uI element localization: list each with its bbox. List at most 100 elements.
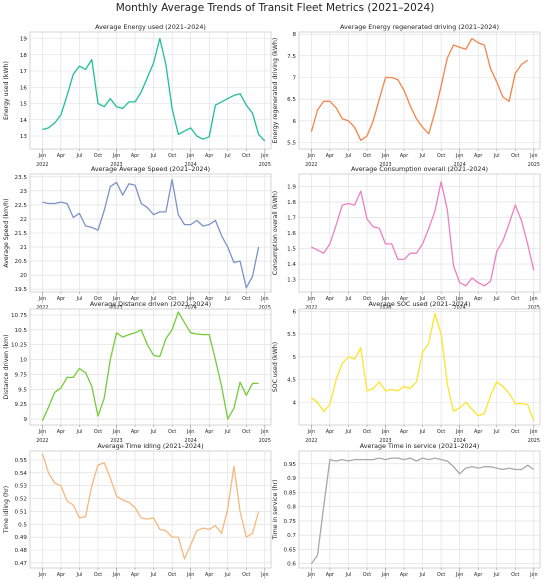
x-tick-label-month: Oct — [94, 429, 102, 435]
x-tick-label-month: Jul — [419, 153, 426, 159]
y-tick-label: 1.7 — [287, 215, 296, 221]
x-tick-label-year: 2025 — [259, 162, 271, 168]
y-tick-label: 23 — [20, 189, 28, 195]
x-tick-label-year: 2022 — [305, 162, 317, 168]
y-tick-label: 18 — [20, 53, 28, 59]
x-tick-label-month: Jul — [224, 153, 231, 159]
x-tick-label-month: Oct — [511, 153, 519, 159]
y-tick-label: 0.47 — [15, 561, 28, 567]
x-tick-label-month: Jul — [224, 429, 231, 435]
x-tick-label-month: Apr — [57, 296, 65, 302]
y-tick-label: 10.75 — [11, 313, 27, 319]
x-tick-label-month: Jan — [455, 296, 463, 302]
y-tick-label: 0.54 — [15, 471, 28, 477]
x-tick-label-month: Jan — [260, 296, 268, 302]
series-line — [41, 311, 259, 422]
y-axis-label: Time idling (hr) — [3, 486, 10, 534]
x-tick-label-year: 2025 — [528, 438, 540, 444]
x-tick-label-month: Oct — [94, 572, 102, 578]
x-tick-label-month: Jul — [419, 296, 426, 302]
x-tick-label-month: Jul — [493, 153, 500, 159]
y-tick-label: 0.55 — [15, 458, 28, 464]
plot-frame — [29, 308, 272, 426]
x-tick-label-month: Jan — [186, 153, 194, 159]
x-tick-label-month: Apr — [57, 153, 65, 159]
x-tick-label-month: Jan — [529, 153, 537, 159]
subplot-title: Average Consumption overall (2021–2024) — [351, 165, 488, 173]
x-tick-label-month: Jul — [493, 572, 500, 578]
y-tick-label: 22 — [20, 217, 27, 223]
x-tick-label-month: Jan — [260, 429, 268, 435]
y-tick-label: 19.5 — [15, 287, 28, 293]
x-tick-label-year: 2022 — [36, 162, 48, 168]
x-tick-label-month: Apr — [131, 429, 139, 435]
x-tick-label-month: Oct — [511, 429, 519, 435]
x-tick-label-month: Jul — [76, 296, 83, 302]
plot-frame — [298, 450, 541, 569]
y-tick-label: 7.5 — [287, 54, 296, 60]
x-tick-label-month: Apr — [205, 429, 213, 435]
x-tick-label-month: Apr — [326, 296, 334, 302]
y-tick-label: 9.75 — [15, 372, 28, 378]
y-tick-label: 1.3 — [287, 278, 296, 284]
x-tick-label-month: Jul — [419, 572, 426, 578]
y-tick-label: 6.5 — [287, 97, 296, 103]
series-line — [310, 457, 535, 565]
plot-frame — [29, 450, 272, 569]
x-tick-label-month: Oct — [511, 572, 519, 578]
y-tick-label: 16 — [20, 85, 28, 91]
x-tick-label-month: Apr — [326, 429, 334, 435]
x-tick-label-month: Apr — [131, 572, 139, 578]
x-tick-label-year: 2025 — [259, 305, 271, 311]
x-tick-label-month: Apr — [57, 429, 65, 435]
x-tick-label-year: 2024 — [185, 438, 197, 444]
x-tick-label-month: Jan — [260, 572, 268, 578]
y-tick-label: 13 — [20, 134, 28, 140]
y-tick-label: 0.7 — [287, 533, 296, 539]
x-tick-label-month: Jan — [529, 429, 537, 435]
y-tick-label: 9.5 — [18, 387, 27, 393]
x-tick-label-month: Jul — [345, 296, 352, 302]
subplot-6: 4 4.5 5 5.5 6 Jan Apr Jul Oct Jan Apr Jul Oct Jan Apr J… — [272, 300, 541, 444]
x-tick-label-month: Apr — [474, 153, 482, 159]
x-tick-label-month: Apr — [400, 429, 408, 435]
x-tick-label-year: 2023 — [379, 162, 391, 168]
x-tick-label-month: Oct — [511, 296, 519, 302]
x-tick-label-month: Apr — [205, 296, 213, 302]
x-tick-label-month: Apr — [326, 572, 334, 578]
y-axis-label: Energy regenerated driving (kWh) — [272, 38, 279, 144]
x-tick-label-month: Apr — [205, 572, 213, 578]
x-tick-label-year: 2023 — [110, 162, 122, 168]
y-tick-label: 0.9 — [287, 476, 296, 482]
x-tick-label-month: Oct — [363, 153, 371, 159]
y-tick-label: 5 — [292, 355, 296, 361]
x-tick-label-month: Jan — [112, 429, 120, 435]
subplot-title: Average Distance driven (2021–2024) — [90, 300, 211, 308]
y-tick-label: 0.8 — [287, 505, 296, 511]
y-tick-label: 0.49 — [15, 535, 28, 541]
y-tick-label: 20 — [20, 273, 28, 279]
x-tick-label-month: Jan — [38, 153, 46, 159]
y-tick-label: 0.65 — [284, 547, 297, 553]
y-axis-label: Consumption overall (kWh) — [272, 191, 279, 275]
x-tick-label-month: Jul — [150, 296, 157, 302]
x-tick-label-month: Apr — [474, 429, 482, 435]
plot-frame — [298, 173, 541, 293]
subplot-3: 19.5 20 20.5 21 21.5 22 22.5 23 23.5 Jan Apr Jul Oct… — [3, 165, 272, 311]
plot-frame — [298, 308, 541, 426]
y-tick-label: 0.6 — [287, 562, 296, 568]
x-tick-label-month: Apr — [400, 296, 408, 302]
x-tick-label-year: 2022 — [36, 305, 48, 311]
x-tick-label-month: Jan — [455, 429, 463, 435]
x-tick-label-year: 2023 — [379, 305, 391, 311]
x-tick-label-month: Jan — [307, 296, 315, 302]
subplot-title: Average SOC used (2021–2024) — [369, 300, 471, 308]
x-tick-label-month: Jan — [260, 153, 268, 159]
y-tick-label: 4 — [292, 400, 296, 406]
x-tick-label-month: Apr — [205, 153, 213, 159]
y-tick-label: 6 — [292, 309, 296, 315]
y-tick-label: 21 — [20, 245, 28, 251]
y-tick-label: 0.52 — [15, 497, 27, 503]
subplot-title: Average Time in service (2021–2024) — [360, 442, 479, 450]
